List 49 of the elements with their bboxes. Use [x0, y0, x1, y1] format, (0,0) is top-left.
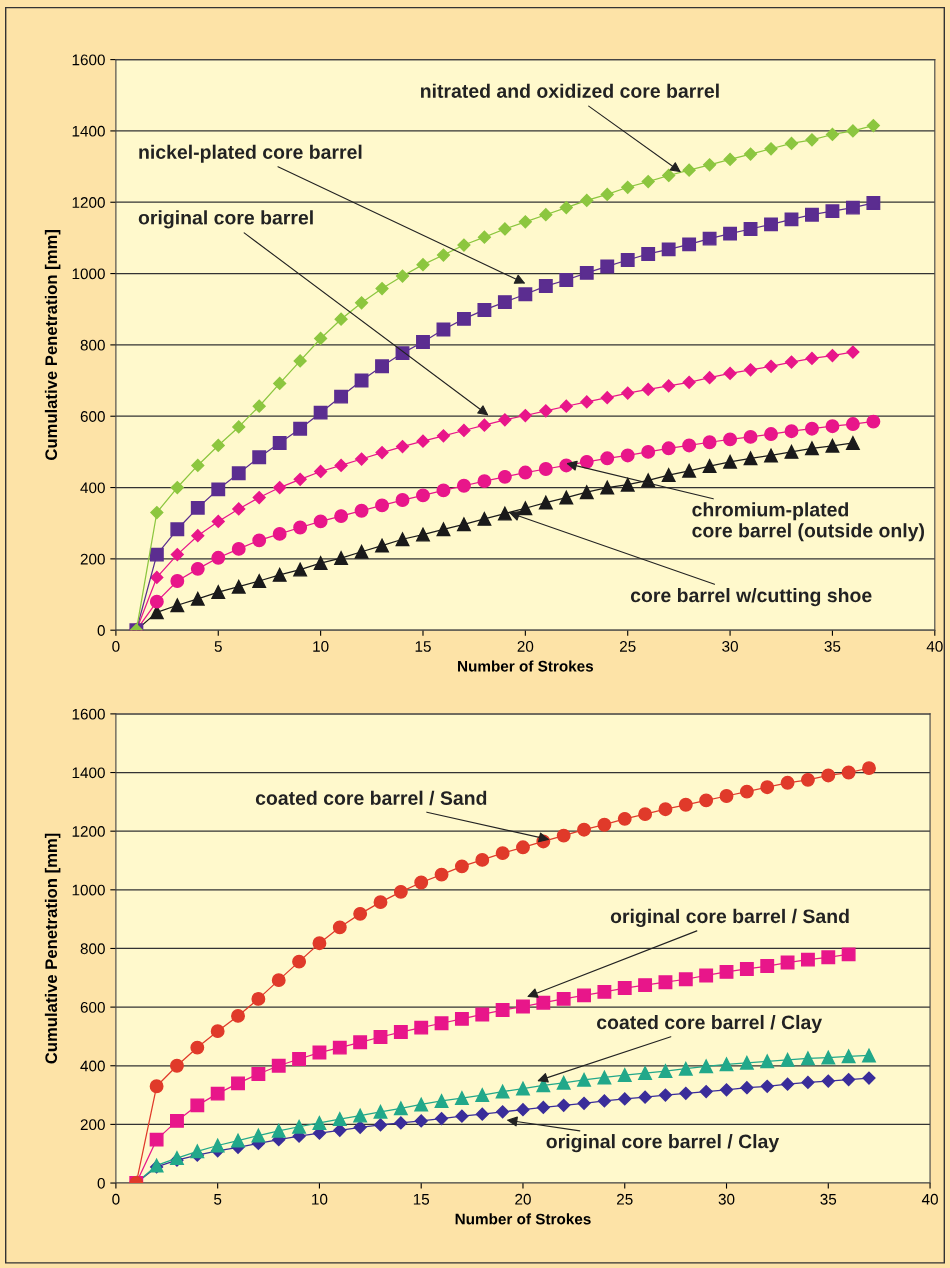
y-tick-label: 200	[80, 1119, 105, 1131]
x-tick-label: 35	[820, 1193, 837, 1205]
x-tick-label: 25	[617, 1193, 633, 1205]
y-tick-label: 200	[80, 553, 105, 565]
x-tick-label: 0	[112, 641, 120, 652]
y-tick-label: 1000	[72, 268, 105, 280]
x-tick-label: 5	[214, 1194, 222, 1205]
y-tick-label: 1400	[72, 767, 105, 779]
y-tick-label: 1200	[72, 197, 105, 208]
x-tick-label: 20	[515, 1193, 531, 1205]
annotation: coated core barrel / Sand	[255, 790, 487, 806]
x-tick-label: 10	[312, 1193, 328, 1205]
y-tick-label: 0	[97, 1177, 105, 1189]
x-tick-label: 40	[926, 641, 943, 652]
y-tick-label: 1000	[72, 884, 105, 896]
annotation: coated core barrel / Clay	[597, 1014, 823, 1034]
annotation: nickel-plated core barrel	[139, 144, 362, 163]
y-tick-label: 600	[80, 411, 105, 422]
x-tick-label: 30	[722, 641, 738, 652]
x-axis-title: Number of Strokes	[458, 660, 594, 672]
x-tick-label: 30	[718, 1193, 735, 1205]
x-axis-title: Number of Strokes	[455, 1213, 591, 1225]
y-tick-label: 1600	[72, 54, 105, 66]
y-tick-label: 400	[80, 1060, 105, 1072]
annotation: chromium-plated core barrel (outside only)	[692, 502, 924, 542]
y-tick-label: 1200	[72, 826, 105, 837]
x-tick-label: 40	[921, 1193, 938, 1205]
y-tick-label: 0	[97, 625, 105, 636]
x-tick-label: 10	[313, 641, 329, 652]
annotation: core barrel w/cutting shoe	[630, 588, 872, 607]
y-tick-label: 1400	[72, 125, 105, 137]
y-tick-label: 400	[80, 482, 105, 494]
y-tick-label: 600	[80, 1001, 105, 1013]
x-tick-label: 0	[112, 1193, 120, 1205]
y-tick-label: 800	[80, 339, 105, 351]
y-axis-title: Cumulative Penetration [mm]	[44, 230, 61, 460]
annotation: original core barrel / Sand	[610, 908, 849, 928]
annotation: original core barrel	[138, 210, 313, 229]
x-tick-label: 35	[824, 641, 841, 652]
x-tick-label: 15	[413, 1194, 430, 1205]
y-axis-title: Cumulative Penetration [mm]	[44, 833, 61, 1064]
x-tick-label: 25	[619, 641, 636, 652]
annotation: nitrated and oxidized core barrel	[420, 83, 719, 98]
y-tick-label: 800	[80, 943, 105, 955]
x-tick-label: 5	[214, 641, 222, 652]
x-tick-label: 20	[517, 641, 534, 652]
x-tick-label: 15	[415, 641, 431, 652]
annotation: original core barrel / Clay	[546, 1134, 780, 1153]
y-tick-label: 1600	[72, 708, 105, 720]
